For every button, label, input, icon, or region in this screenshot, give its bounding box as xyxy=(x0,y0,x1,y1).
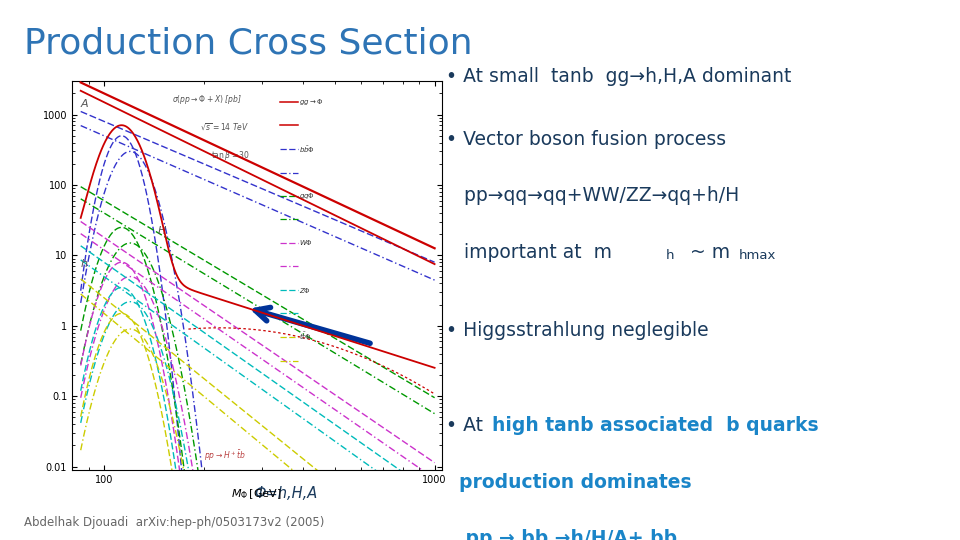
Text: A: A xyxy=(81,99,88,109)
Text: $b\bar{b}\Phi$: $b\bar{b}\Phi$ xyxy=(300,144,315,154)
Text: Abdelhak Djouadi  arXiv:hep-ph/0503173v2 (2005): Abdelhak Djouadi arXiv:hep-ph/0503173v2 … xyxy=(24,516,324,529)
Text: $\sigma(pp\rightarrow\Phi+X)$ [pb]: $\sigma(pp\rightarrow\Phi+X)$ [pb] xyxy=(172,93,242,106)
Text: • Vector boson fusion process: • Vector boson fusion process xyxy=(446,130,727,148)
Text: ~ m: ~ m xyxy=(684,243,731,262)
Text: $pp\rightarrow H^+\bar{t}b$: $pp\rightarrow H^+\bar{t}b$ xyxy=(204,448,246,463)
Text: production dominates: production dominates xyxy=(446,472,692,491)
Text: $gg\rightarrow\Phi$: $gg\rightarrow\Phi$ xyxy=(300,97,324,107)
Text: • At small  tanb  gg→h,H,A dominant: • At small tanb gg→h,H,A dominant xyxy=(446,68,792,86)
Text: important at  m: important at m xyxy=(446,243,612,262)
Text: Φ=h,H,A: Φ=h,H,A xyxy=(254,486,318,501)
Text: $W\Phi$: $W\Phi$ xyxy=(300,239,313,247)
Text: h: h xyxy=(81,259,87,269)
Text: pp→qq→qq+WW/ZZ→qq+h/H: pp→qq→qq+WW/ZZ→qq+h/H xyxy=(446,186,739,205)
Text: Production Cross Section: Production Cross Section xyxy=(24,27,472,61)
Text: $qq\Phi$: $qq\Phi$ xyxy=(300,191,315,201)
Text: $\sqrt{s}=14$ TeV: $\sqrt{s}=14$ TeV xyxy=(200,122,250,132)
Text: $\tan\beta=30$: $\tan\beta=30$ xyxy=(210,149,250,162)
Text: • At: • At xyxy=(446,416,490,435)
Text: H: H xyxy=(157,226,166,237)
Text: $Z\Phi$: $Z\Phi$ xyxy=(300,286,311,295)
Text: h: h xyxy=(665,249,674,262)
Text: hmax: hmax xyxy=(739,249,777,262)
Text: • Higgsstrahlung neglegible: • Higgsstrahlung neglegible xyxy=(446,321,709,340)
X-axis label: $M_\Phi\,[\mathrm{GeV}]$: $M_\Phi\,[\mathrm{GeV}]$ xyxy=(231,488,282,501)
Text: high tanb associated  b quarks: high tanb associated b quarks xyxy=(492,416,819,435)
Text: $t\bar{t}\Phi$: $t\bar{t}\Phi$ xyxy=(300,331,312,342)
Text: pp → bb →h/H/A+ bb: pp → bb →h/H/A+ bb xyxy=(446,529,678,540)
